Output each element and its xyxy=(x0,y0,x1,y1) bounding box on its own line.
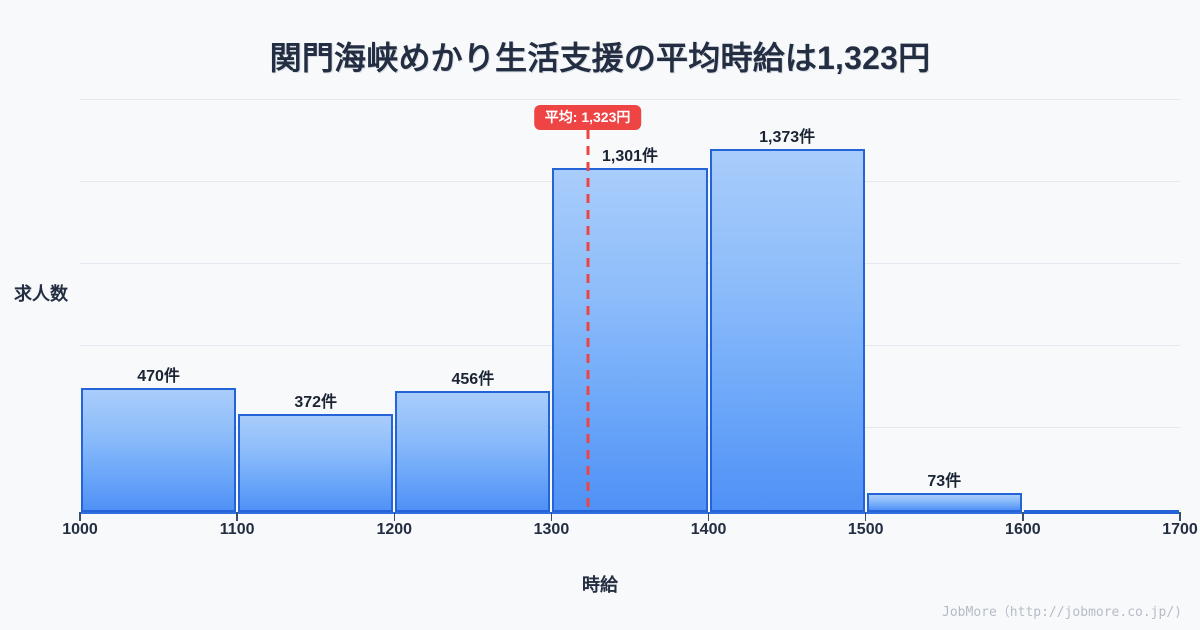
bar-value-label: 456件 xyxy=(451,371,495,389)
x-axis-tick-label: 1200 xyxy=(376,521,413,538)
watermark: JobMore（http://jobmore.co.jp/) xyxy=(942,605,1182,620)
x-axis-tick-label: 1500 xyxy=(847,521,884,538)
histogram-bar[interactable] xyxy=(395,391,551,512)
histogram-bar[interactable] xyxy=(238,413,394,512)
x-axis-tick xyxy=(79,512,81,521)
x-axis-title: 時給 xyxy=(582,575,618,595)
x-axis-tick xyxy=(1179,512,1181,521)
histogram-bar[interactable] xyxy=(709,148,865,512)
x-axis-tick-label: 1700 xyxy=(1162,521,1198,538)
x-axis-tick xyxy=(393,512,396,521)
x-axis-tick-label: 1100 xyxy=(219,521,255,538)
x-axis-tick-label: 1300 xyxy=(533,521,570,538)
x-axis-tick-label: 1000 xyxy=(62,521,98,538)
x-axis-tick-label: 1600 xyxy=(1005,521,1041,538)
x-axis-tick xyxy=(707,512,710,521)
x-axis-tick xyxy=(236,512,238,521)
bar-value-label: 1,301件 xyxy=(601,147,659,165)
bar-value-label: 1,373件 xyxy=(759,128,816,146)
gridline xyxy=(80,99,1180,100)
x-axis-tick xyxy=(550,512,553,521)
y-axis-title: 求人数 xyxy=(14,284,68,304)
bar-value-label: 372件 xyxy=(294,393,338,411)
bar-value-label: 470件 xyxy=(137,367,180,385)
histogram-bar[interactable] xyxy=(866,492,1022,512)
x-axis-tick xyxy=(1022,512,1024,521)
histogram-bar[interactable] xyxy=(81,387,237,512)
histogram-bar[interactable] xyxy=(1023,509,1179,514)
histogram-bar[interactable] xyxy=(552,167,708,512)
average-line xyxy=(586,130,590,514)
page-title: 関門海峡めかり生活支援の平均時給は1,323円 xyxy=(269,40,931,76)
bar-value-label: 73件 xyxy=(927,472,962,490)
x-axis-tick xyxy=(864,512,867,521)
x-axis-tick-label: 1400 xyxy=(690,521,727,538)
x-axis-line xyxy=(80,512,1180,514)
average-badge[interactable]: 平均: 1,323円 xyxy=(533,105,642,131)
